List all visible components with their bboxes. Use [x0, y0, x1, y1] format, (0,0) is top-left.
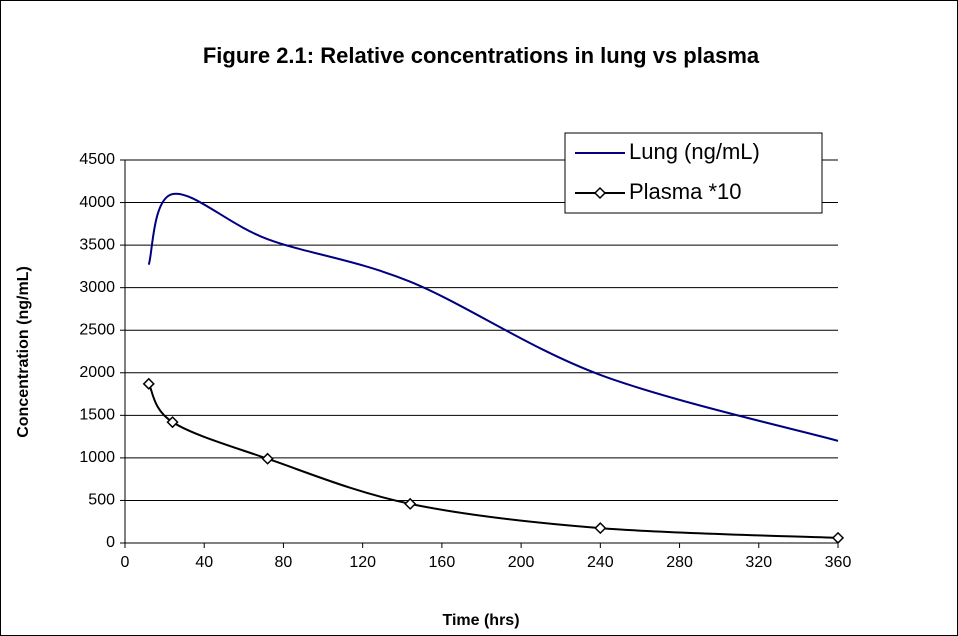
y-tick-label: 500 — [88, 492, 115, 509]
y-tick-label: 0 — [106, 534, 115, 551]
y-tick-label: 4500 — [79, 151, 115, 168]
legend-box — [564, 132, 823, 214]
x-tick-label: 40 — [195, 554, 213, 571]
point-marker — [142, 377, 155, 390]
legend-label: Lung (ng/mL) — [629, 139, 760, 164]
y-tick-label: 2500 — [79, 321, 115, 338]
point-marker — [831, 531, 845, 544]
y-axis-label: Concentration (ng/mL) — [15, 266, 32, 438]
line-series — [147, 192, 839, 442]
x-tick-label: 320 — [745, 554, 772, 571]
point-marker — [166, 416, 179, 429]
chart-title: Figure 2.1: Relative concentrations in l… — [203, 43, 760, 68]
y-tick-label: 2000 — [79, 364, 115, 381]
x-tick-label: 280 — [666, 554, 693, 571]
x-tick-label: 120 — [349, 554, 376, 571]
point-marker — [261, 452, 274, 465]
x-tick-label: 160 — [429, 554, 456, 571]
x-tick-label: 200 — [508, 554, 535, 571]
x-tick-label: 0 — [121, 554, 130, 571]
x-tick-label: 240 — [587, 554, 614, 571]
x-tick-label: 80 — [275, 554, 293, 571]
legend-label: Plasma *10 — [629, 179, 742, 204]
line-series — [147, 383, 839, 539]
point-marker — [594, 522, 607, 535]
y-tick-label: 3500 — [79, 236, 115, 253]
legend-marker — [593, 186, 607, 200]
y-tick-label: 3000 — [79, 279, 115, 296]
y-tick-label: 1500 — [79, 407, 115, 424]
x-tick-label: 360 — [825, 554, 852, 571]
y-tick-label: 4000 — [79, 194, 115, 211]
x-axis-label: Time (hrs) — [442, 612, 519, 629]
y-tick-label: 1000 — [79, 449, 115, 466]
point-marker — [404, 497, 417, 510]
